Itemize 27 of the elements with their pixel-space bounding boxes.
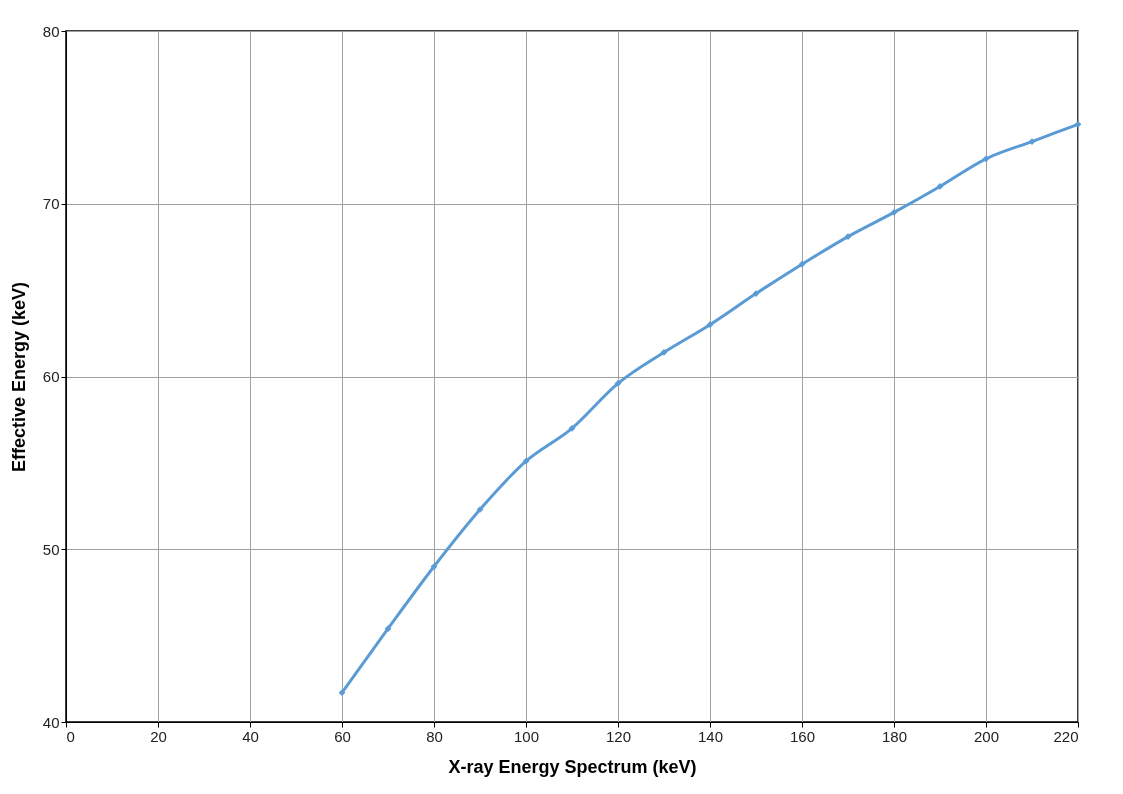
y-tick-label: 60 bbox=[42, 368, 60, 385]
x-tick-label: 20 bbox=[150, 727, 167, 745]
y-tick-label: 50 bbox=[42, 540, 60, 558]
x-axis-title: X-ray Energy Spectrum (keV) bbox=[448, 756, 697, 777]
point bbox=[798, 260, 806, 268]
x-tick-label: 220 bbox=[1053, 727, 1079, 745]
point bbox=[384, 625, 392, 633]
x-tick-label: 160 bbox=[789, 727, 816, 745]
x-tick-label: 60 bbox=[334, 727, 351, 745]
point bbox=[982, 155, 990, 163]
x-tick-label: 100 bbox=[513, 727, 540, 745]
y-tick-label: 80 bbox=[42, 22, 60, 40]
point bbox=[1074, 120, 1082, 128]
x-tick-label: 80 bbox=[426, 727, 443, 745]
point bbox=[522, 457, 530, 465]
point bbox=[706, 321, 714, 329]
x-tick-label: 140 bbox=[697, 727, 724, 745]
x-tick-label: 120 bbox=[605, 727, 632, 745]
y-tick-label: 40 bbox=[42, 713, 60, 731]
y-tick-label: 70 bbox=[42, 195, 60, 213]
x-tick-label: 40 bbox=[242, 727, 259, 745]
x-tick-label: 200 bbox=[973, 727, 1000, 745]
point bbox=[568, 424, 576, 432]
point bbox=[660, 348, 668, 356]
y-axis-title: Effective Energy (keV) bbox=[8, 281, 29, 473]
x-tick-label: 0 bbox=[66, 727, 75, 745]
x-tick-label: 180 bbox=[881, 727, 908, 745]
